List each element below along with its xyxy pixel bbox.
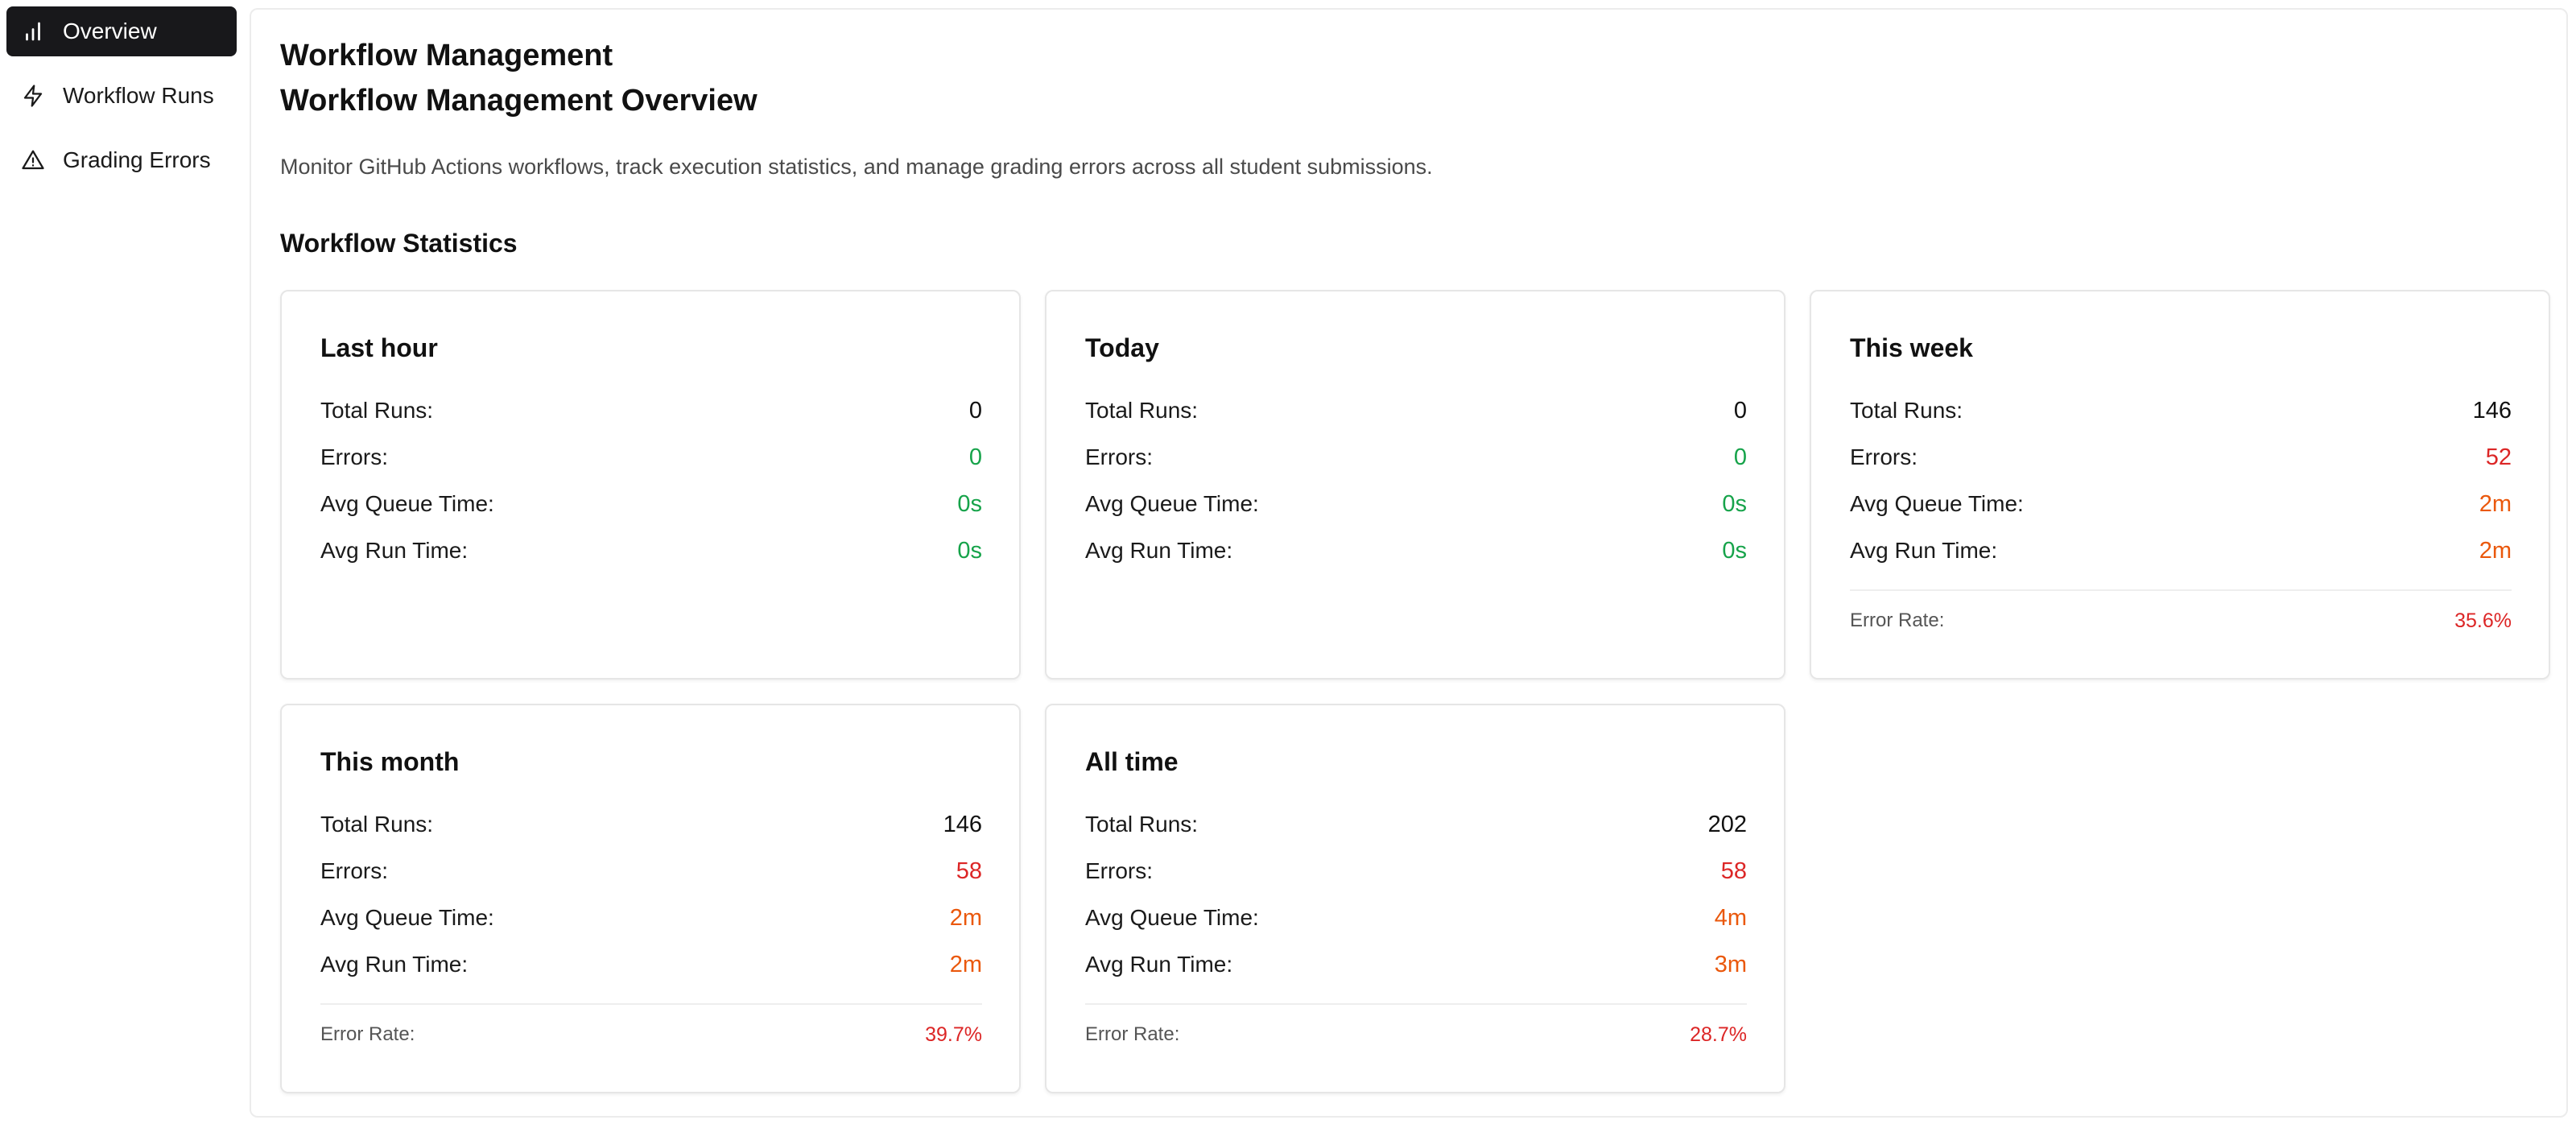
avg-queue-label: Avg Queue Time:	[1085, 491, 1259, 516]
avg-queue-label: Avg Queue Time:	[320, 491, 494, 516]
avg-run-row: Avg Run Time: 2m	[320, 948, 982, 981]
avg-queue-row: Avg Queue Time: 0s	[320, 488, 982, 520]
errors-row: Errors: 0	[320, 441, 982, 473]
total-runs-label: Total Runs:	[320, 812, 434, 837]
avg-run-value: 2m	[949, 951, 982, 977]
errors-row: Errors: 58	[320, 855, 982, 887]
total-runs-row: Total Runs: 0	[1085, 395, 1747, 427]
avg-run-row: Avg Run Time: 3m	[1085, 948, 1747, 981]
errors-value: 0	[1733, 444, 1747, 470]
total-runs-row: Total Runs: 202	[1085, 808, 1747, 841]
sidebar-item-label: Grading Errors	[63, 147, 211, 172]
avg-queue-label: Avg Queue Time:	[1085, 905, 1259, 930]
card-title: Today	[1085, 333, 1159, 362]
errors-label: Errors:	[320, 858, 388, 883]
avg-run-value: 0s	[957, 537, 982, 564]
avg-run-label: Avg Run Time:	[1850, 538, 1998, 563]
stats-grid: Last hour Total Runs: 0 Errors: 0 Avg Qu…	[280, 290, 2558, 1095]
avg-queue-row: Avg Queue Time: 2m	[320, 902, 982, 934]
card-title: This month	[320, 747, 460, 776]
stats-card-all-time: All time Total Runs: 202 Errors: 58 Avg …	[1045, 704, 1785, 1093]
stats-card-today: Today Total Runs: 0 Errors: 0 Avg Queue …	[1045, 290, 1785, 680]
errors-row: Errors: 0	[1085, 441, 1747, 473]
error-rate-row: Error Rate: 28.7%	[1085, 1021, 1747, 1048]
bar-chart-icon	[21, 19, 45, 43]
error-rate-label: Error Rate:	[1085, 1023, 1180, 1045]
total-runs-value: 146	[943, 811, 982, 837]
avg-run-row: Avg Run Time: 0s	[320, 535, 982, 567]
total-runs-label: Total Runs:	[320, 398, 434, 423]
errors-label: Errors:	[320, 444, 388, 469]
stats-card-this-week: This week Total Runs: 146 Errors: 52 Avg…	[1810, 290, 2550, 680]
errors-value: 58	[956, 857, 982, 884]
avg-run-value: 2m	[2479, 537, 2512, 564]
main-panel: Workflow Management Workflow Management …	[250, 8, 2568, 1118]
sidebar-item-label: Workflow Runs	[63, 83, 214, 108]
avg-run-label: Avg Run Time:	[1085, 538, 1233, 563]
errors-value: 52	[2485, 444, 2512, 470]
errors-label: Errors:	[1850, 444, 1918, 469]
avg-queue-label: Avg Queue Time:	[1850, 491, 2024, 516]
errors-value: 0	[968, 444, 982, 470]
error-rate-row: Error Rate: 39.7%	[320, 1021, 982, 1048]
divider	[1085, 1003, 1747, 1005]
stats-card-last-hour: Last hour Total Runs: 0 Errors: 0 Avg Qu…	[280, 290, 1021, 680]
total-runs-label: Total Runs:	[1850, 398, 1963, 423]
page-description: Monitor GitHub Actions workflows, track …	[280, 155, 1433, 179]
avg-run-label: Avg Run Time:	[320, 952, 469, 977]
total-runs-label: Total Runs:	[1085, 812, 1199, 837]
card-title: This week	[1850, 333, 1973, 362]
avg-queue-value: 4m	[1714, 904, 1747, 931]
sidebar-item-overview[interactable]: Overview	[6, 6, 237, 56]
error-rate-row: Error Rate: 35.6%	[1850, 607, 2512, 634]
lightning-icon	[21, 84, 45, 108]
avg-queue-value: 2m	[949, 904, 982, 931]
total-runs-value: 146	[2472, 397, 2512, 424]
sidebar-item-workflow-runs[interactable]: Workflow Runs	[6, 71, 237, 121]
avg-queue-value: 0s	[1722, 490, 1747, 517]
avg-run-value: 3m	[1714, 951, 1747, 977]
total-runs-value: 202	[1707, 811, 1747, 837]
errors-value: 58	[1720, 857, 1747, 884]
divider	[1850, 589, 2512, 591]
sidebar-item-label: Overview	[63, 19, 157, 43]
avg-queue-row: Avg Queue Time: 2m	[1850, 488, 2512, 520]
card-title: All time	[1085, 747, 1179, 776]
error-rate-label: Error Rate:	[1850, 610, 1945, 631]
section-title: Workflow Statistics	[280, 229, 518, 258]
total-runs-row: Total Runs: 0	[320, 395, 982, 427]
stats-card-this-month: This month Total Runs: 146 Errors: 58 Av…	[280, 704, 1021, 1093]
error-rate-label: Error Rate:	[320, 1023, 415, 1045]
sidebar-item-grading-errors[interactable]: Grading Errors	[6, 135, 237, 185]
total-runs-row: Total Runs: 146	[1850, 395, 2512, 427]
avg-queue-row: Avg Queue Time: 0s	[1085, 488, 1747, 520]
avg-run-label: Avg Run Time:	[1085, 952, 1233, 977]
avg-queue-label: Avg Queue Time:	[320, 905, 494, 930]
avg-run-value: 0s	[1722, 537, 1747, 564]
total-runs-row: Total Runs: 146	[320, 808, 982, 841]
divider	[320, 1003, 982, 1005]
sidebar: Overview Workflow Runs Grading Errors	[0, 0, 238, 1124]
avg-run-row: Avg Run Time: 2m	[1850, 535, 2512, 567]
total-runs-label: Total Runs:	[1085, 398, 1199, 423]
errors-row: Errors: 52	[1850, 441, 2512, 473]
error-rate-value: 28.7%	[1690, 1023, 1747, 1046]
page-heading: Workflow Management Overview	[280, 84, 758, 118]
avg-queue-value: 2m	[2479, 490, 2512, 517]
errors-label: Errors:	[1085, 858, 1153, 883]
page-title: Workflow Management	[280, 39, 613, 72]
errors-row: Errors: 58	[1085, 855, 1747, 887]
total-runs-value: 0	[968, 397, 982, 424]
avg-run-row: Avg Run Time: 0s	[1085, 535, 1747, 567]
avg-run-label: Avg Run Time:	[320, 538, 469, 563]
total-runs-value: 0	[1733, 397, 1747, 424]
avg-queue-value: 0s	[957, 490, 982, 517]
avg-queue-row: Avg Queue Time: 4m	[1085, 902, 1747, 934]
warning-triangle-icon	[21, 148, 45, 172]
card-title: Last hour	[320, 333, 438, 362]
error-rate-value: 35.6%	[2454, 609, 2512, 632]
error-rate-value: 39.7%	[925, 1023, 982, 1046]
errors-label: Errors:	[1085, 444, 1153, 469]
